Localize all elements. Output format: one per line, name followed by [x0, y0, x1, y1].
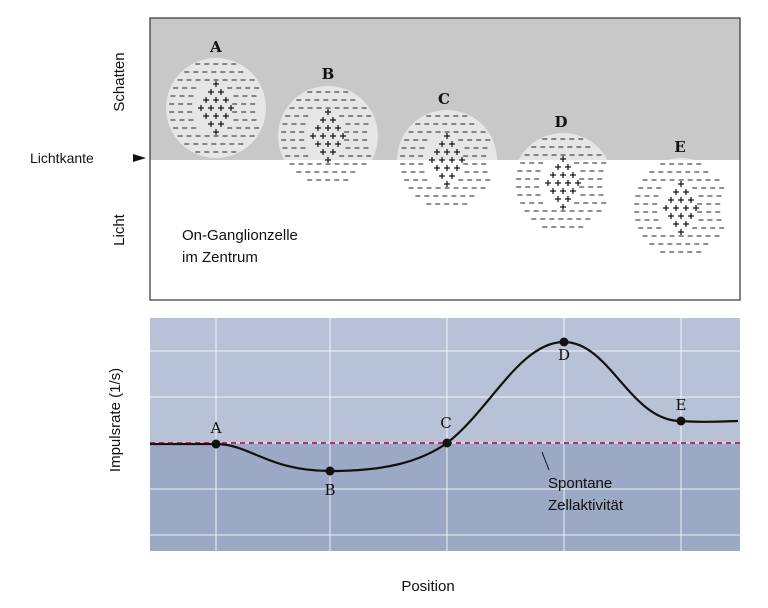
receptive-field-panel: A B C D E On-Ganglionzelle im Zentrum [149, 17, 741, 301]
curve-point-b: B [324, 466, 336, 499]
field-disc [166, 58, 266, 158]
light-label: Licht [111, 213, 128, 246]
y-axis-label: Impulsrate (1/s) [107, 368, 124, 472]
receptive-field-a: A [166, 38, 266, 158]
cell-caption-line2: im Zentrum [182, 249, 258, 266]
lower-region [150, 443, 740, 551]
field-label: A [209, 38, 222, 56]
top-panel-frame [149, 17, 741, 301]
curve-points: A B C D E [210, 337, 687, 499]
curve-point-e: E [676, 396, 687, 426]
baseline-pointer [541, 451, 550, 471]
response-curve [150, 340, 739, 473]
point-label: C [440, 414, 451, 432]
receptive-field-e: E [631, 138, 731, 258]
receptive-field-d: D [513, 113, 613, 233]
receptive-field-b: B [278, 65, 378, 186]
baseline-label-line1: Spontane [548, 475, 612, 492]
field-label: E [674, 138, 685, 156]
field-label: C [438, 90, 450, 108]
x-axis-label: Position [401, 578, 454, 595]
point-label: A [210, 419, 222, 437]
response-panel: A B C D E Spontane Zellaktivität [150, 318, 740, 551]
grid [150, 318, 740, 551]
field-label: D [554, 113, 567, 131]
baseline-label-line2: Zellaktivität [548, 497, 624, 514]
point-marker [676, 416, 686, 426]
shadow-label: Schatten [111, 52, 128, 111]
edge-label: Lichtkante [30, 150, 94, 166]
field-disc [631, 158, 731, 258]
receptive-fields: A B C D E [166, 38, 731, 258]
point-marker [559, 337, 569, 347]
point-label: E [676, 396, 687, 414]
field-disc [278, 86, 378, 186]
curve-point-d: D [558, 337, 570, 364]
field-disc [513, 133, 613, 233]
receptive-field-c: C [397, 90, 497, 210]
curve-point-c: C [440, 414, 452, 448]
field-disc [397, 110, 497, 210]
point-label: B [324, 481, 335, 499]
point-label: D [558, 346, 570, 364]
upper-region [150, 318, 740, 443]
edge-arrow-icon [133, 154, 146, 162]
field-label: B [322, 65, 335, 83]
cell-caption-line1: On-Ganglionzelle [182, 227, 298, 244]
curve-point-a: A [210, 419, 222, 449]
point-marker [442, 438, 452, 448]
point-marker [211, 439, 221, 449]
point-marker [325, 466, 335, 476]
